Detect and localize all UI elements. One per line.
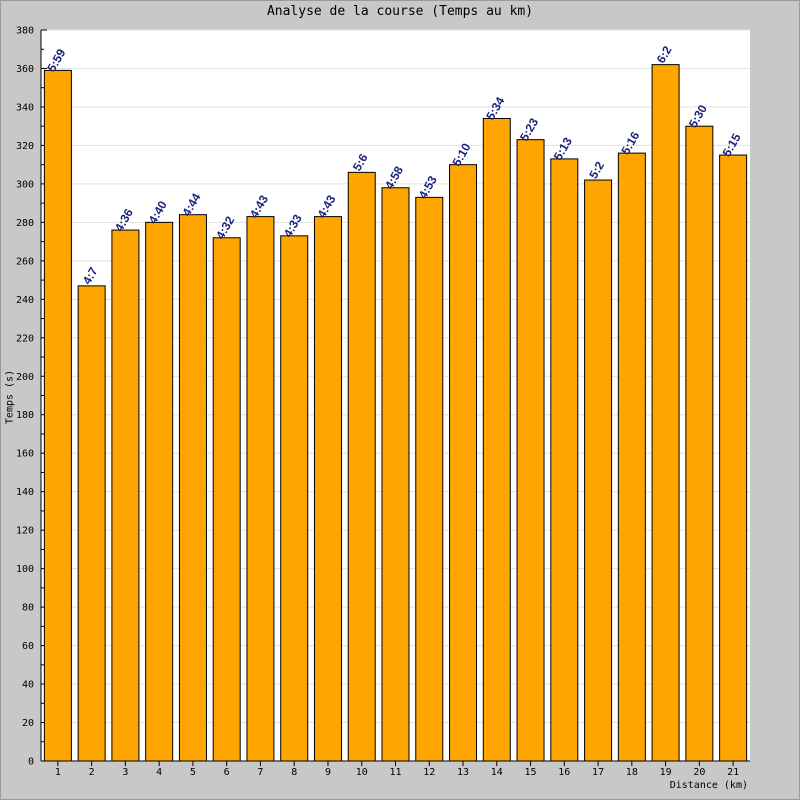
bar: [651, 64, 680, 762]
bar: [313, 216, 342, 762]
y-tick-label: 180: [16, 410, 34, 421]
y-tick-label: 220: [16, 333, 34, 344]
bar: [111, 229, 140, 762]
bar: [584, 179, 613, 762]
bar: [449, 164, 478, 762]
bar: [415, 196, 444, 762]
x-axis-label: Distance (km): [669, 780, 748, 791]
bar: [178, 214, 207, 762]
x-tick-label: 3: [122, 767, 128, 778]
x-tick-label: 10: [356, 767, 368, 778]
bar: [145, 221, 174, 762]
y-tick-label: 320: [16, 141, 34, 152]
x-tick-label: 18: [626, 767, 638, 778]
chart-title: Analyse de la course (Temps au km): [266, 4, 534, 19]
x-tick-label: 5: [190, 767, 196, 778]
bar: [482, 117, 511, 762]
bar: [685, 125, 714, 762]
y-tick-label: 340: [16, 102, 34, 113]
bar: [212, 237, 241, 762]
bar: [617, 152, 646, 762]
x-tick-label: 9: [325, 767, 331, 778]
bar: [550, 158, 579, 762]
x-tick-label: 17: [592, 767, 604, 778]
x-tick-label: 2: [89, 767, 95, 778]
x-tick-label: 4: [156, 767, 162, 778]
y-tick-label: 40: [22, 680, 34, 691]
bar: [246, 216, 275, 762]
y-tick-label: 60: [22, 641, 34, 652]
x-tick-label: 13: [457, 767, 469, 778]
bar: [719, 154, 748, 762]
y-tick-label: 80: [22, 603, 34, 614]
bar: [516, 139, 545, 762]
x-tick-label: 21: [727, 767, 739, 778]
x-tick-label: 14: [491, 767, 503, 778]
y-tick-label: 0: [28, 757, 34, 768]
y-tick-label: 200: [16, 372, 34, 383]
x-tick-label: 15: [525, 767, 537, 778]
y-tick-label: 260: [16, 256, 34, 267]
y-tick-label: 240: [16, 295, 34, 306]
y-tick-label: 100: [16, 564, 34, 575]
x-tick-label: 20: [693, 767, 705, 778]
x-tick-label: 8: [291, 767, 297, 778]
x-tick-label: 7: [257, 767, 263, 778]
y-tick-label: 360: [16, 64, 34, 75]
x-tick-label: 1: [55, 767, 61, 778]
bar: [347, 171, 376, 762]
x-tick-label: 6: [224, 767, 230, 778]
x-tick-label: 19: [660, 767, 672, 778]
bar: [43, 69, 72, 762]
y-tick-label: 20: [22, 718, 34, 729]
y-tick-label: 120: [16, 526, 34, 537]
x-tick-label: 12: [423, 767, 435, 778]
bar: [381, 187, 410, 762]
y-tick-label: 300: [16, 179, 34, 190]
x-tick-label: 11: [389, 767, 401, 778]
y-tick-label: 380: [16, 26, 34, 37]
x-tick-label: 16: [558, 767, 570, 778]
bar: [280, 235, 309, 762]
y-tick-label: 280: [16, 218, 34, 229]
y-tick-label: 160: [16, 449, 34, 460]
bar: [77, 285, 106, 762]
y-tick-label: 140: [16, 487, 34, 498]
